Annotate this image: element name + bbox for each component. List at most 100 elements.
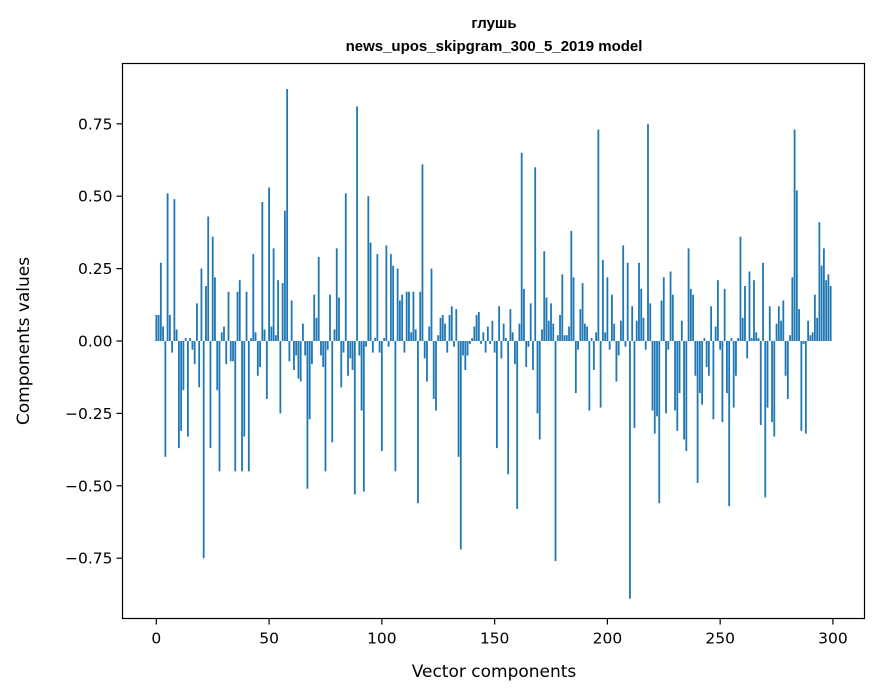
bar bbox=[394, 341, 397, 472]
bar bbox=[182, 341, 185, 391]
bar bbox=[773, 341, 776, 437]
y-tick-label: 0.75 bbox=[78, 115, 113, 133]
bar bbox=[624, 341, 627, 347]
bar bbox=[435, 341, 437, 411]
bar bbox=[168, 314, 171, 341]
bar bbox=[547, 320, 550, 341]
bar bbox=[633, 341, 636, 428]
bar bbox=[227, 291, 230, 341]
bar bbox=[383, 338, 386, 341]
bars-group bbox=[155, 89, 832, 599]
bar bbox=[827, 274, 830, 341]
bar bbox=[520, 152, 523, 341]
bar bbox=[597, 129, 600, 341]
bar bbox=[759, 341, 762, 425]
bar bbox=[721, 341, 724, 423]
bar bbox=[744, 285, 746, 341]
bar bbox=[344, 193, 347, 341]
bar bbox=[175, 329, 178, 341]
y-axis-ticks: −0.75 −0.50 −0.25 0.00 0.25 0.50 0.75 bbox=[65, 115, 123, 568]
bar bbox=[493, 341, 496, 353]
bar bbox=[444, 323, 446, 341]
bar bbox=[297, 341, 300, 379]
bar bbox=[184, 338, 187, 341]
bar bbox=[638, 262, 640, 341]
bar bbox=[674, 341, 676, 411]
bar bbox=[662, 277, 665, 341]
x-axis-ticks: 0 50 100 150 200 250 300 bbox=[151, 618, 848, 648]
bar bbox=[543, 251, 546, 341]
bar bbox=[166, 193, 169, 341]
bar bbox=[644, 341, 647, 350]
bar bbox=[678, 341, 681, 394]
bar bbox=[376, 254, 379, 341]
bar bbox=[360, 341, 363, 411]
bar bbox=[453, 341, 455, 347]
bar bbox=[667, 341, 670, 350]
bar bbox=[245, 291, 248, 341]
bar bbox=[818, 222, 821, 341]
bar bbox=[299, 341, 302, 382]
bar bbox=[380, 341, 383, 452]
x-tick-label: 150 bbox=[480, 630, 510, 648]
bar bbox=[590, 338, 593, 341]
bar bbox=[283, 210, 286, 341]
bar bbox=[401, 294, 404, 341]
bar bbox=[509, 309, 512, 341]
y-tick-label: 0.00 bbox=[78, 333, 113, 351]
bar bbox=[617, 341, 620, 356]
bar bbox=[322, 341, 325, 368]
y-tick-label: −0.25 bbox=[65, 405, 113, 423]
bar bbox=[324, 341, 327, 472]
bar bbox=[371, 341, 374, 353]
bar bbox=[238, 280, 241, 341]
bar bbox=[581, 283, 584, 341]
bar bbox=[272, 248, 275, 341]
x-tick-label: 50 bbox=[259, 630, 279, 648]
bar bbox=[714, 326, 717, 341]
bar bbox=[417, 341, 419, 504]
bar bbox=[683, 341, 685, 440]
bar bbox=[216, 341, 219, 391]
bar bbox=[448, 314, 451, 341]
bar bbox=[527, 341, 530, 347]
bar bbox=[518, 323, 521, 341]
bar bbox=[279, 341, 282, 414]
bar bbox=[218, 341, 221, 472]
bar bbox=[234, 341, 237, 472]
bar bbox=[793, 129, 796, 341]
bar bbox=[823, 248, 825, 341]
bar bbox=[464, 341, 467, 370]
bar bbox=[320, 341, 322, 356]
bar bbox=[676, 341, 679, 431]
bar bbox=[640, 288, 643, 341]
bar bbox=[809, 335, 812, 341]
bar bbox=[653, 341, 656, 434]
bar bbox=[516, 341, 519, 509]
bar bbox=[308, 341, 311, 420]
bar bbox=[256, 341, 259, 376]
bar bbox=[545, 297, 548, 341]
bar bbox=[232, 341, 234, 362]
bar bbox=[205, 285, 207, 341]
bar bbox=[468, 341, 471, 344]
bar bbox=[813, 294, 816, 341]
y-tick-label: 0.50 bbox=[78, 188, 113, 206]
bar bbox=[572, 277, 575, 341]
bar bbox=[552, 323, 555, 341]
bar bbox=[423, 341, 426, 359]
chart-subtitle: news_upos_skipgram_300_5_2019 model bbox=[346, 38, 643, 55]
bar bbox=[290, 300, 293, 341]
bar bbox=[577, 341, 579, 350]
bar bbox=[642, 317, 645, 341]
bar bbox=[340, 341, 343, 388]
bar bbox=[746, 341, 749, 359]
bar bbox=[669, 271, 672, 341]
x-tick-label: 200 bbox=[593, 630, 623, 648]
bar bbox=[155, 314, 158, 341]
x-tick-label: 250 bbox=[705, 630, 735, 648]
bar bbox=[680, 320, 683, 341]
x-tick-label: 300 bbox=[818, 630, 848, 648]
bar bbox=[694, 341, 697, 376]
bar bbox=[665, 341, 667, 414]
